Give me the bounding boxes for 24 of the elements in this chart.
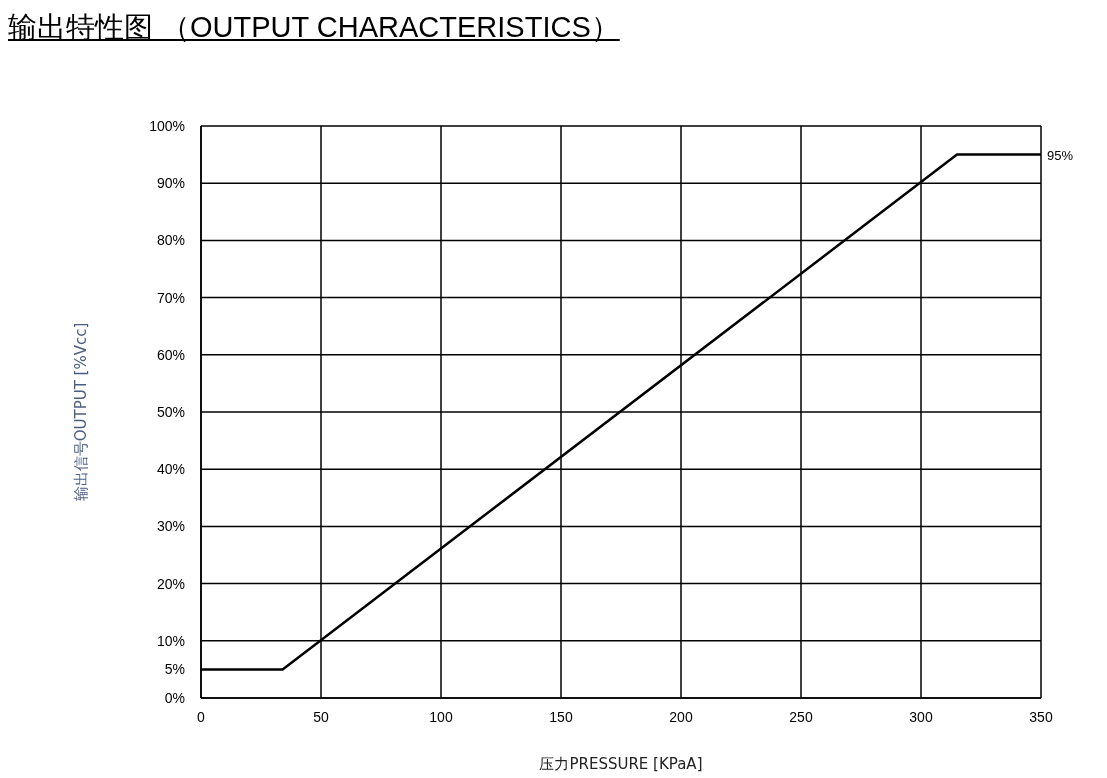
y-tick-label: 80%: [156, 232, 185, 249]
y-tick-label: 5%: [164, 661, 185, 678]
y-tick-label: 90%: [156, 175, 185, 192]
y-tick-label: 10%: [156, 632, 185, 649]
x-tick-label: 300: [909, 708, 933, 725]
x-tick-label: 200: [669, 708, 693, 725]
chart-title: 输出特性图 （OUTPUT CHARACTERISTICS）: [8, 11, 620, 43]
y-tick-label: 50%: [156, 403, 185, 420]
x-tick-label: 350: [1029, 708, 1053, 725]
y-tick-label: 60%: [156, 346, 185, 363]
y-tick-label: 100%: [149, 117, 185, 134]
y-tick-label: 70%: [156, 289, 185, 306]
x-tick-label: 50: [313, 708, 329, 725]
x-axis-title: 压力PRESSURE [KPaA]: [539, 755, 703, 773]
y-tick-label: 30%: [156, 518, 185, 535]
x-tick-label: 0: [197, 708, 206, 725]
x-tick-label: 250: [789, 708, 813, 725]
y-tick-label: 40%: [156, 461, 185, 478]
x-tick-label: 150: [549, 708, 573, 725]
annotation: 95%: [1047, 147, 1074, 163]
y-axis-title: 输出信号OUTPUT [%Vcc]: [72, 322, 91, 502]
x-tick-label: 100: [429, 708, 453, 725]
y-tick-label: 20%: [156, 575, 185, 592]
y-tick-label: 0%: [164, 689, 185, 706]
